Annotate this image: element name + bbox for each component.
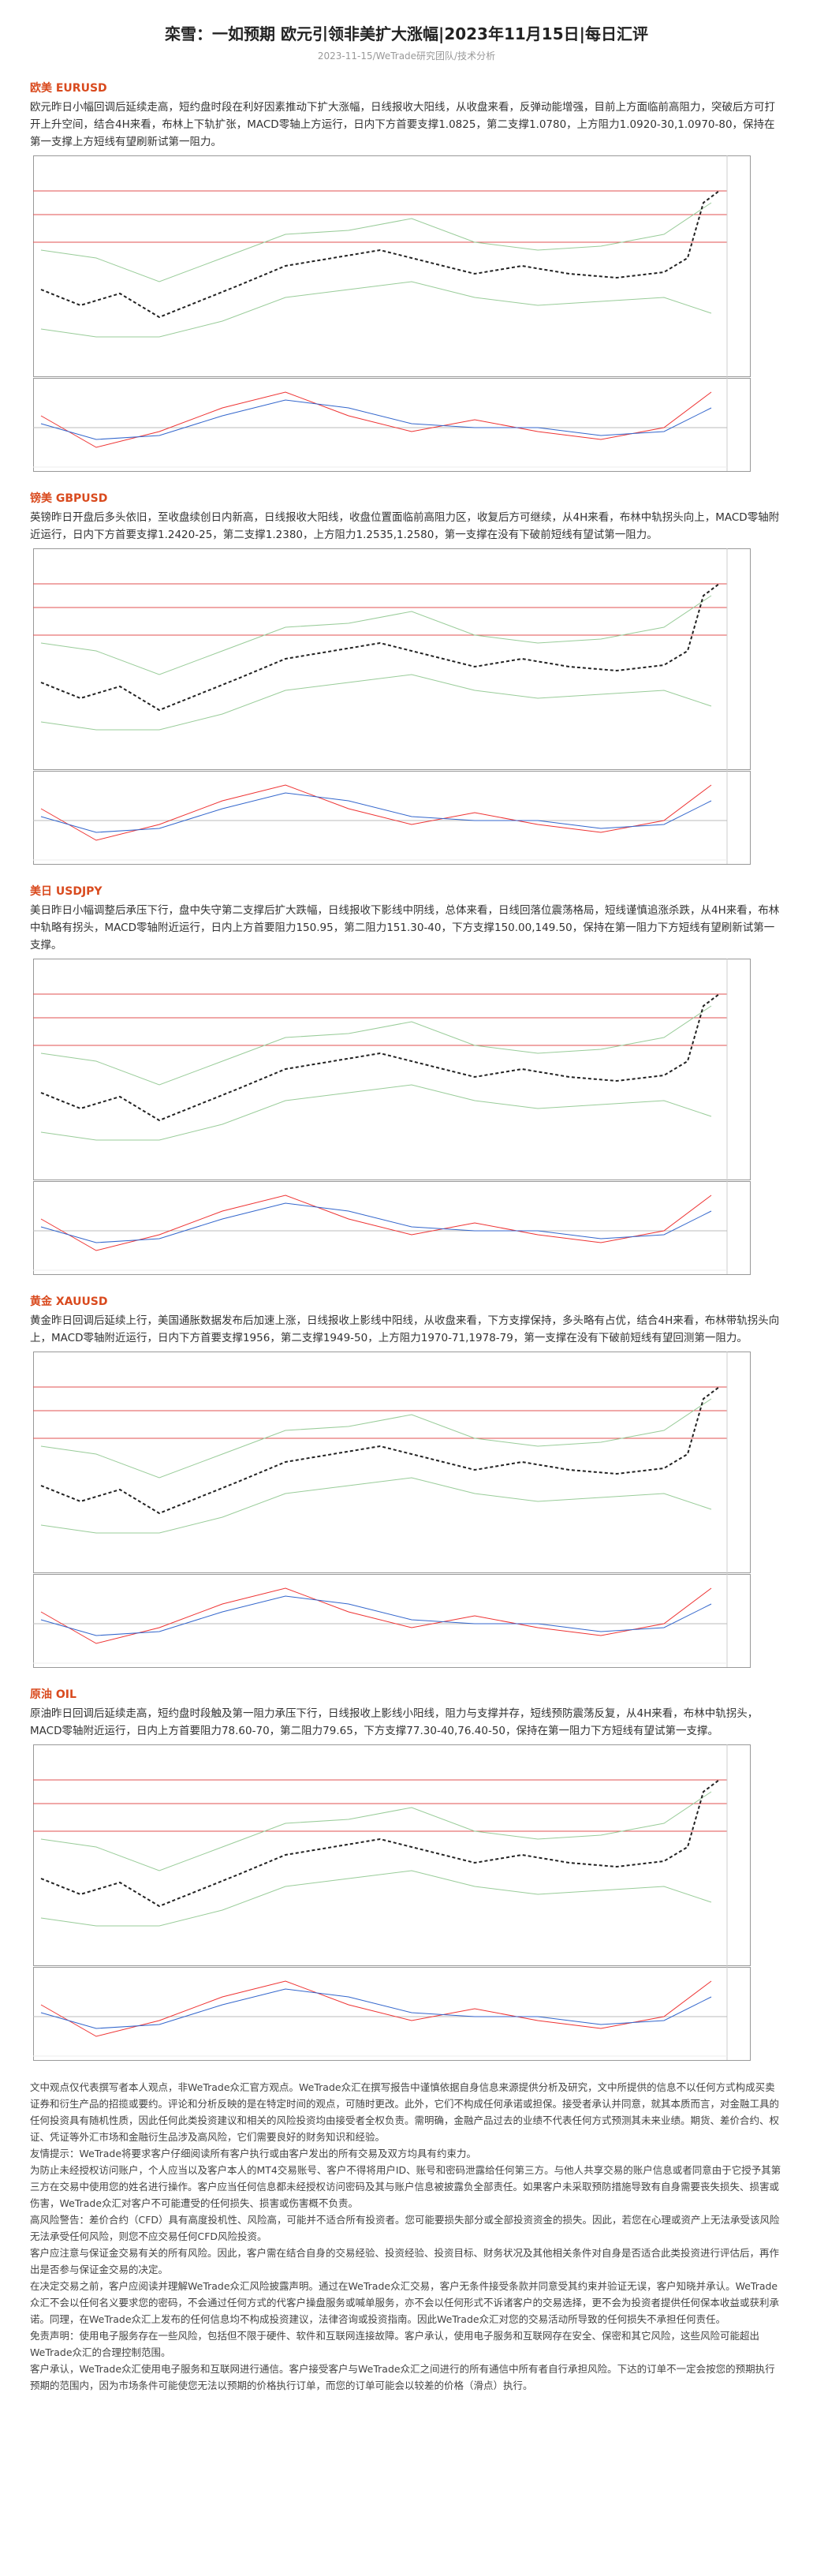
chart-image: [33, 1744, 751, 2061]
section: 欧美 EURUSD 欧元昨日小幅回调后延续走高，短约盘时段在利好因素推动下扩大涨幅…: [30, 80, 783, 479]
section-heading: 黄金 XAUUSD: [30, 1295, 108, 1308]
section-text: 黄金昨日回调后延续上行，美国通胀数据发布后加速上涨，日线报收上影线中阳线，从收盘…: [30, 1314, 780, 1344]
disclaimer-paragraph: 免责声明：使用电子服务存在一些风险，包括但不限于硬件、软件和互联网连接故障。客户…: [30, 2330, 760, 2358]
subtitle: 2023-11-15/WeTrade研究团队/技术分析: [317, 50, 496, 62]
disclaimer-paragraph: 高风险警告：差价合约（CFD）具有高度投机性、风险高，可能并不适合所有投资者。您…: [30, 2214, 780, 2242]
section: 镑美 GBPUSD 英镑昨日开盘后多头依旧，至收盘续创日内新高，日线报收大阳线，收…: [30, 490, 783, 872]
chart-image: [33, 1352, 751, 1668]
section-text: 英镑昨日开盘后多头依旧，至收盘续创日内新高，日线报收大阳线，收盘位置面临前高阻力…: [30, 511, 780, 541]
section-heading: 美日 USDJPY: [30, 885, 103, 898]
disclaimer-paragraph: 客户应注意与保证金交易有关的所有风险。因此，客户需在结合自身的交易经验、投资经验…: [30, 2247, 780, 2275]
chart-image: [33, 155, 751, 472]
chart-image: [33, 959, 751, 1275]
disclaimer-paragraph: 友情提示：WeTrade将要求客户仔细阅读所有客户执行或由客户发出的所有交易及双…: [30, 2148, 477, 2159]
disclaimer-paragraph: 在决定交易之前，客户应阅读并理解WeTrade众汇风险披露声明。通过在WeTra…: [30, 2280, 780, 2325]
section-heading: 欧美 EURUSD: [30, 82, 107, 95]
disclaimer-paragraph: 客户承认，WeTrade众汇使用电子服务和互联网进行通信。客户接受客户与WeTr…: [30, 2363, 775, 2391]
section-heading: 镑美 GBPUSD: [30, 492, 108, 505]
section-text: 原油昨日回调后延续走高，短约盘时段触及第一阻力承压下行，日线报收上影线小阳线，阻…: [30, 1707, 759, 1737]
section-text: 欧元昨日小幅回调后延续走高，短约盘时段在利好因素推动下扩大涨幅，日线报收大阳线，…: [30, 101, 775, 148]
section: 原油 OIL 原油昨日回调后延续走高，短约盘时段触及第一阻力承压下行，日线报收上影…: [30, 1686, 783, 2068]
section-text: 美日昨日小幅调整后承压下行，盘中失守第二支撑后扩大跌幅，日线报收下影线中阴线，总…: [30, 904, 780, 952]
chart-image: [33, 548, 751, 865]
section: 黄金 XAUUSD 黄金昨日回调后延续上行，美国通胀数据发布后加速上涨，日线报收上…: [30, 1293, 783, 1675]
disclaimer: 文中观点仅代表撰写者本人观点，非WeTrade众汇官方观点。WeTrade众汇在…: [30, 2079, 783, 2394]
disclaimer-paragraph: 为防止未经授权访问账户，个人应当以及客户本人的MT4交易账号、客户不得将用户ID…: [30, 2164, 781, 2209]
article: 栾雪：一如预期 欧元引领非美扩大涨幅|2023年11月15日|每日汇评 2023…: [30, 24, 783, 2394]
section-heading: 原油 OIL: [30, 1688, 76, 1701]
disclaimer-paragraph: 文中观点仅代表撰写者本人观点，非WeTrade众汇官方观点。WeTrade众汇在…: [30, 2081, 780, 2143]
section: 美日 USDJPY 美日昨日小幅调整后承压下行，盘中失守第二支撑后扩大跌幅，日线报…: [30, 883, 783, 1282]
title: 栾雪：一如预期 欧元引领非美扩大涨幅|2023年11月15日|每日汇评: [165, 24, 648, 43]
sections: 欧美 EURUSD 欧元昨日小幅回调后延续走高，短约盘时段在利好因素推动下扩大涨幅…: [30, 80, 783, 2068]
